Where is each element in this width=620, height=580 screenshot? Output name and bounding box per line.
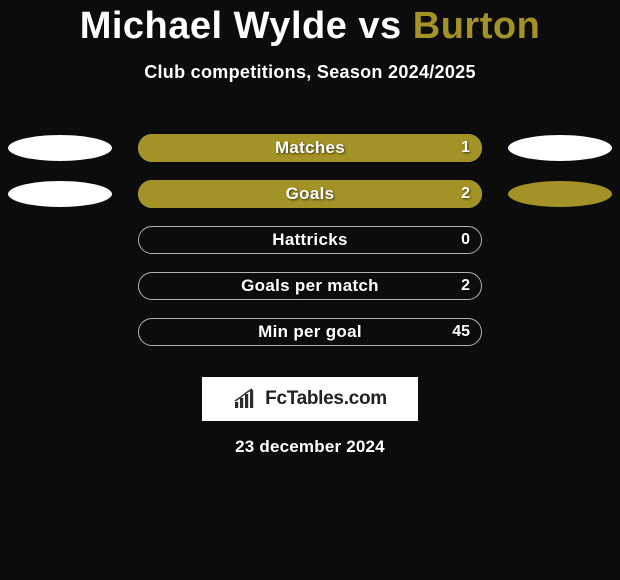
bar-label: Hattricks	[272, 230, 347, 250]
title-vs: vs	[358, 5, 401, 47]
stat-row: Min per goal 45	[0, 309, 620, 355]
bar-value: 45	[452, 323, 470, 341]
stat-row: Goals per match 2	[0, 263, 620, 309]
title-player: Michael Wylde	[80, 5, 348, 47]
bar-label: Goals	[286, 184, 335, 204]
source-badge[interactable]: FcTables.com	[202, 377, 418, 421]
stat-row: Matches 1	[0, 125, 620, 171]
subtitle: Club competitions, Season 2024/2025	[0, 62, 620, 83]
stat-row: Hattricks 0	[0, 217, 620, 263]
ellipse-right	[508, 135, 612, 161]
title-team: Burton	[413, 5, 541, 47]
bar-label: Matches	[275, 138, 345, 158]
stat-bar: Min per goal 45	[138, 318, 482, 346]
date-label: 23 december 2024	[0, 437, 620, 457]
bar-value: 2	[461, 185, 470, 203]
stat-bar: Goals 2	[138, 180, 482, 208]
ellipse-left	[8, 135, 112, 161]
stat-bar: Matches 1	[138, 134, 482, 162]
bar-value: 0	[461, 231, 470, 249]
bar-label: Min per goal	[258, 322, 362, 342]
stat-bar: Hattricks 0	[138, 226, 482, 254]
stat-row: Goals 2	[0, 171, 620, 217]
ellipse-right	[508, 181, 612, 207]
bar-value: 1	[461, 139, 470, 157]
badge-text: FcTables.com	[265, 388, 387, 410]
stat-bar: Goals per match 2	[138, 272, 482, 300]
page-title: Michael Wylde vs Burton	[0, 6, 620, 48]
bar-label: Goals per match	[241, 276, 379, 296]
chart-bars-icon	[233, 388, 259, 410]
stats-list: Matches 1 Goals 2 Hattricks 0 Goals per match 2…	[0, 125, 620, 355]
bar-value: 2	[461, 277, 470, 295]
comparison-card: Michael Wylde vs Burton Club competition…	[0, 0, 620, 457]
ellipse-left	[8, 181, 112, 207]
